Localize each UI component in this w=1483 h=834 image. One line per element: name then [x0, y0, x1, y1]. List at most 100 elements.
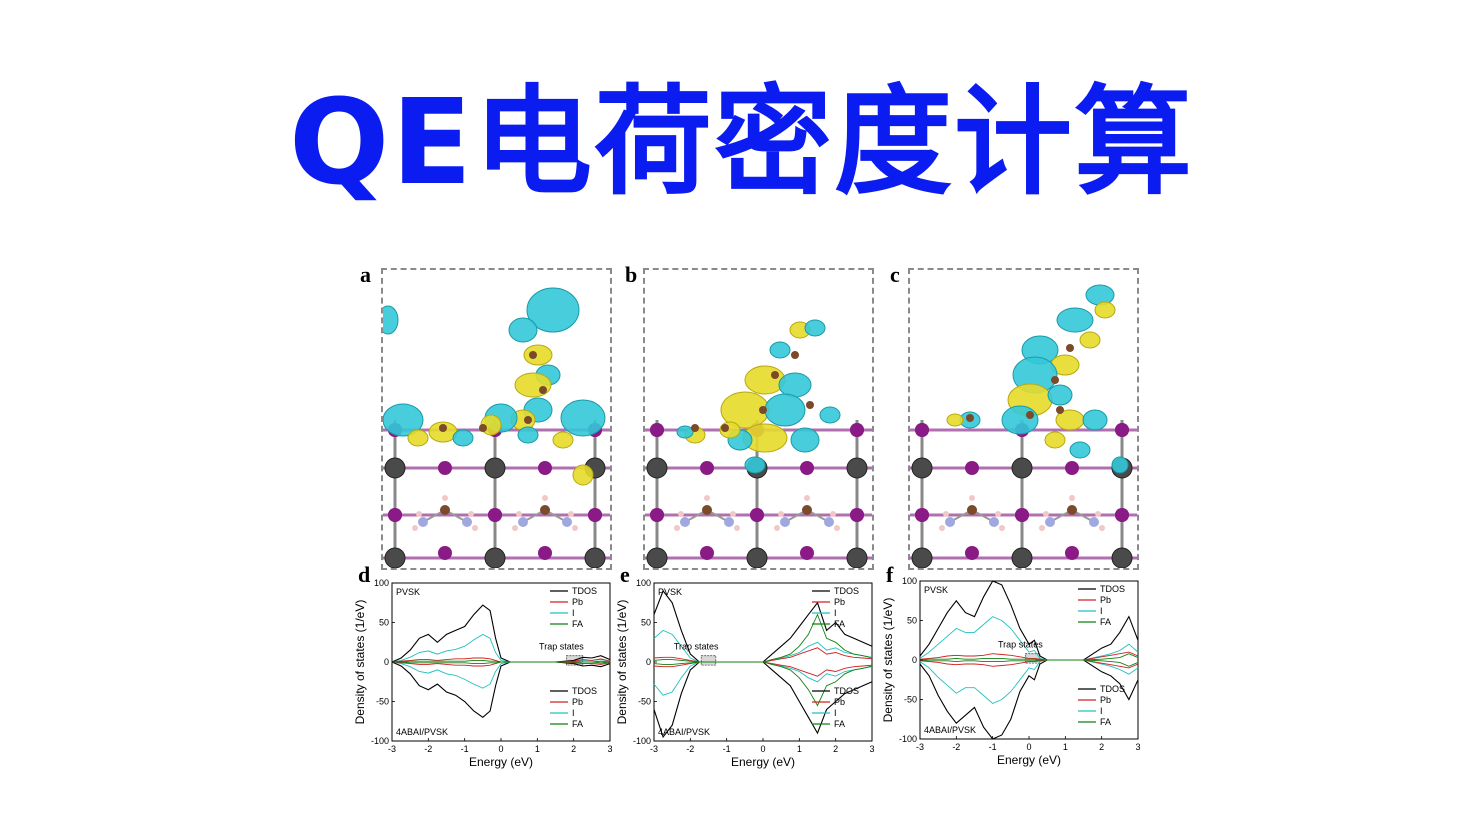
carbon-atom — [1066, 344, 1074, 352]
charge-depletion-isosurface — [452, 429, 474, 447]
x-axis-label: Energy (eV) — [997, 753, 1061, 767]
dos-series-i — [391, 661, 611, 689]
charge-depletion-isosurface — [804, 319, 826, 337]
charge-depletion-isosurface — [764, 393, 806, 427]
trap-states-annotation: Trap states — [539, 642, 584, 652]
x-tick-label: 0 — [498, 744, 503, 754]
dos-series-i — [919, 659, 1139, 705]
x-axis-label: Energy (eV) — [731, 755, 795, 769]
iodine-atom — [588, 508, 602, 522]
system-label-top: PVSK — [658, 587, 682, 597]
charge-depletion-isosurface — [526, 287, 580, 333]
fa-molecule — [1039, 495, 1105, 531]
legend-entry: Pb — [1100, 595, 1111, 605]
panel-label-f: f — [886, 562, 894, 587]
x-tick-label: -3 — [388, 744, 396, 754]
dos-series-tdos — [919, 580, 1139, 661]
system-label-bottom: 4ABAI/PVSK — [924, 725, 976, 735]
system-label-bottom: 4ABAI/PVSK — [658, 727, 710, 737]
panel-label-b: b — [625, 262, 638, 287]
fa-molecule — [939, 495, 1005, 531]
charge-depletion-isosurface — [1069, 441, 1091, 459]
lead-atom — [584, 547, 606, 568]
x-tick-label: -2 — [952, 742, 960, 752]
dos-series-fa — [919, 659, 1139, 667]
dos-series-fa — [653, 661, 873, 707]
carbon-atom — [966, 414, 974, 422]
charge-depletion-isosurface — [383, 305, 399, 335]
structure-c-drawing — [910, 284, 1137, 568]
iodine-atom — [700, 461, 714, 475]
dos-series-tdos — [391, 604, 611, 663]
x-tick-label: -3 — [650, 744, 658, 754]
y-tick-label: -50 — [904, 695, 917, 705]
charge-depletion-isosurface — [819, 406, 841, 424]
carbon-atom — [691, 424, 699, 432]
dos-series-fa — [392, 661, 611, 665]
legend-entry: FA — [834, 619, 845, 629]
charge-depletion-isosurface — [1082, 409, 1108, 431]
y-axis-label: Density of states (1/eV) — [881, 598, 895, 723]
legend-entry: TDOS — [1100, 584, 1125, 594]
x-tick-label: 1 — [535, 744, 540, 754]
iodine-atom — [915, 508, 929, 522]
legend-entry: TDOS — [834, 686, 859, 696]
fa-molecule — [412, 495, 478, 531]
iodine-atom — [538, 461, 552, 475]
legend-entry: Pb — [834, 597, 845, 607]
charge-depletion-isosurface — [508, 317, 538, 343]
lead-atom — [846, 457, 868, 479]
dos-series-i — [919, 616, 1139, 661]
charge-depletion-isosurface — [1085, 284, 1115, 306]
legend-entry: Pb — [572, 597, 583, 607]
legend-entry: Pb — [572, 697, 583, 707]
x-tick-label: 1 — [797, 744, 802, 754]
charge-depletion-isosurface — [517, 426, 539, 444]
y-tick-label: 100 — [636, 578, 651, 588]
x-tick-label: 2 — [1099, 742, 1104, 752]
y-tick-label: -100 — [633, 736, 651, 746]
legend-entry: FA — [834, 719, 845, 729]
iodine-atom — [650, 508, 664, 522]
charge-accumulation-isosurface — [552, 431, 574, 449]
lead-atom — [911, 547, 933, 568]
x-tick-label: 3 — [1135, 742, 1140, 752]
carbon-atom — [479, 424, 487, 432]
charge-depletion-isosurface — [676, 425, 694, 439]
y-tick-label: 0 — [384, 657, 389, 667]
trap-states-annotation: Trap states — [998, 640, 1043, 650]
lead-atom — [1111, 547, 1133, 568]
charge-accumulation-isosurface — [1044, 431, 1066, 449]
charge-accumulation-isosurface — [1094, 301, 1116, 319]
dos-series-pb — [919, 651, 1139, 661]
legend-entry: Pb — [1100, 695, 1111, 705]
structure-a-drawing — [383, 287, 610, 568]
dos-series-pb — [391, 657, 611, 663]
iodine-atom — [438, 461, 452, 475]
charge-accumulation-isosurface — [946, 413, 964, 427]
iodine-atom — [915, 423, 929, 437]
x-tick-label: 0 — [1026, 742, 1031, 752]
x-tick-label: 2 — [571, 744, 576, 754]
y-tick-label: 0 — [912, 655, 917, 665]
iodine-atom — [650, 423, 664, 437]
legend-entry: I — [834, 608, 837, 618]
iodine-atom — [1015, 508, 1029, 522]
charge-depletion-isosurface — [778, 372, 812, 398]
charge-density-structure-c — [908, 268, 1139, 570]
charge-depletion-isosurface — [383, 403, 424, 437]
x-tick-label: -3 — [916, 742, 924, 752]
dos-series-i — [391, 633, 611, 663]
charge-density-structure-a — [381, 268, 612, 570]
legend-entry: I — [572, 608, 575, 618]
carbon-atom — [1056, 406, 1064, 414]
carbon-atom — [539, 386, 547, 394]
y-tick-label: 100 — [374, 578, 389, 588]
x-tick-label: 3 — [607, 744, 612, 754]
charge-depletion-isosurface — [744, 456, 766, 474]
iodine-atom — [965, 461, 979, 475]
x-tick-label: -2 — [424, 744, 432, 754]
dos-plot-e: -3 -2 -1 0 1 2 3 100 50 0 -50 -100 Energy (eV) Densit… — [614, 578, 884, 778]
charge-depletion-isosurface — [790, 427, 820, 453]
y-tick-label: 100 — [902, 576, 917, 586]
